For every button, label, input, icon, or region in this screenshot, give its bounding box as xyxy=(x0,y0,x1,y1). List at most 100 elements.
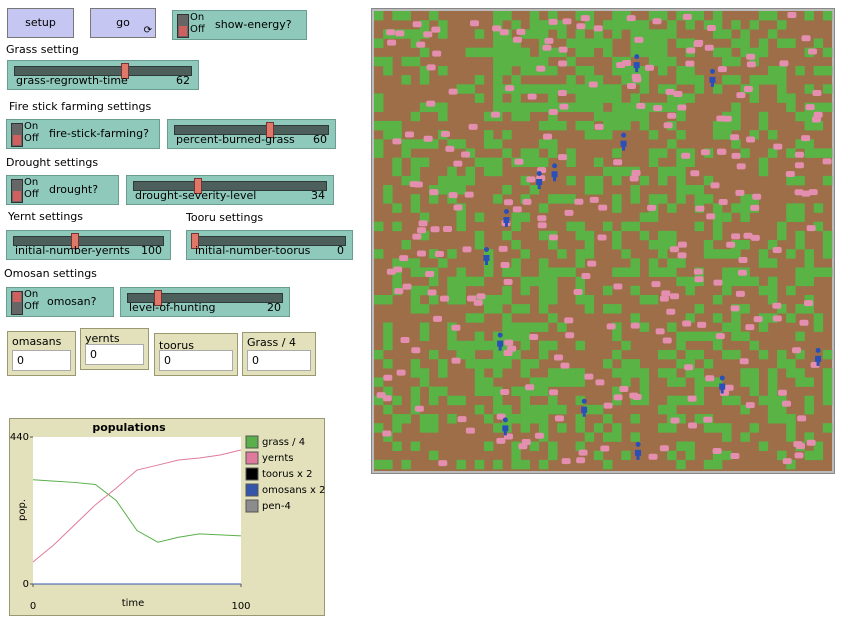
grass-patch xyxy=(584,404,595,415)
grass-patch xyxy=(465,313,476,323)
yernt xyxy=(717,148,727,155)
slider[interactable]: level-of-hunting 20 xyxy=(120,287,290,317)
yernt xyxy=(805,104,815,111)
yernt xyxy=(559,103,569,110)
yernt xyxy=(598,204,608,211)
plot: populations time pop. 0 440 0 100 grass / 4 y… xyxy=(9,418,325,616)
grass-patch xyxy=(731,349,741,360)
yernt xyxy=(490,111,500,118)
grass-patch xyxy=(520,395,531,406)
grass-patch xyxy=(548,294,558,305)
yernt xyxy=(677,104,687,111)
grass-patch xyxy=(612,65,622,76)
grass-patch xyxy=(657,368,668,378)
grass-patch xyxy=(676,148,686,158)
grass-patch xyxy=(419,212,430,222)
grass-patch xyxy=(621,340,631,351)
grass-patch xyxy=(657,102,668,113)
series-line xyxy=(32,479,242,543)
yernt xyxy=(470,20,480,27)
yernt xyxy=(561,458,571,465)
grass-patch xyxy=(566,102,576,113)
grass-patch xyxy=(483,258,494,268)
monitor: omasans 0 xyxy=(7,331,76,376)
grass-patch xyxy=(566,56,576,67)
grass-patch xyxy=(804,249,814,259)
grass-patch xyxy=(575,102,585,113)
switch[interactable]: On Off fire-stick-farming? xyxy=(6,119,160,149)
grass-patch xyxy=(566,157,576,168)
grass-patch xyxy=(795,175,805,186)
yernt xyxy=(787,12,797,19)
grass-patch xyxy=(712,11,723,21)
grass-patch xyxy=(603,459,613,470)
grass-patch xyxy=(548,93,558,103)
yernt xyxy=(717,66,727,73)
grass-patch xyxy=(758,258,769,268)
yernt xyxy=(448,192,458,199)
grass-patch xyxy=(703,249,714,259)
grass-patch xyxy=(493,349,503,360)
go-button[interactable]: go ⟳ xyxy=(90,8,156,38)
grass-patch xyxy=(502,185,512,195)
grass-patch xyxy=(804,450,814,461)
grass-patch xyxy=(438,368,448,378)
grass-patch xyxy=(520,404,531,415)
slider[interactable]: percent-burned-grass 60 xyxy=(167,119,336,149)
grass-patch xyxy=(676,175,686,186)
grass-patch xyxy=(374,377,384,387)
grass-patch xyxy=(383,359,393,369)
grass-patch xyxy=(621,377,631,387)
yernt xyxy=(518,443,528,450)
grass-patch xyxy=(667,139,677,149)
grass-patch xyxy=(566,194,576,204)
grass-patch xyxy=(538,349,549,360)
grass-patch xyxy=(493,38,503,48)
grass-patch xyxy=(822,11,833,21)
yernt xyxy=(669,246,679,253)
switch[interactable]: On Off drought? xyxy=(6,175,119,205)
grass-patch xyxy=(401,240,411,250)
setup-button[interactable]: setup xyxy=(7,8,74,38)
grass-patch xyxy=(474,75,485,85)
grass-patch xyxy=(511,441,521,451)
grass-patch xyxy=(474,230,485,241)
grass-patch xyxy=(383,340,393,351)
grass-patch xyxy=(603,93,613,103)
yernt xyxy=(677,252,687,259)
grass-patch xyxy=(612,93,622,103)
yernt xyxy=(416,250,426,257)
grass-patch xyxy=(575,276,585,287)
grass-patch xyxy=(483,47,494,58)
yernt xyxy=(653,105,663,112)
yernt xyxy=(772,315,782,322)
grass-patch xyxy=(529,322,540,332)
grass-patch xyxy=(593,404,604,415)
grass-patch xyxy=(511,459,521,470)
grass-patch xyxy=(538,84,549,94)
grass-patch xyxy=(428,102,439,113)
yernt xyxy=(745,324,755,331)
switch[interactable]: On Off show-energy? xyxy=(172,10,307,40)
grass-patch xyxy=(731,322,741,332)
grass-patch xyxy=(639,47,650,58)
grass-patch xyxy=(822,349,833,360)
legend-swatch xyxy=(245,483,259,497)
grass-patch xyxy=(795,331,805,342)
grass-patch xyxy=(657,267,668,277)
grass-patch xyxy=(483,130,494,140)
grass-patch xyxy=(786,423,796,433)
grass-patch xyxy=(777,450,787,461)
slider[interactable]: drought-severity-level 34 xyxy=(126,175,334,205)
grass-patch xyxy=(392,276,402,287)
grass-patch xyxy=(428,11,439,21)
slider[interactable]: grass-regrowth-time 62 xyxy=(7,60,199,90)
switch[interactable]: On Off omosan? xyxy=(6,287,114,317)
slider[interactable]: initial-number-toorus 0 xyxy=(186,230,353,260)
grass-patch xyxy=(703,423,714,433)
yernt xyxy=(684,364,694,371)
yernt xyxy=(700,149,710,156)
slider[interactable]: initial-number-yernts 100 xyxy=(6,230,171,260)
grass-patch xyxy=(483,139,494,149)
